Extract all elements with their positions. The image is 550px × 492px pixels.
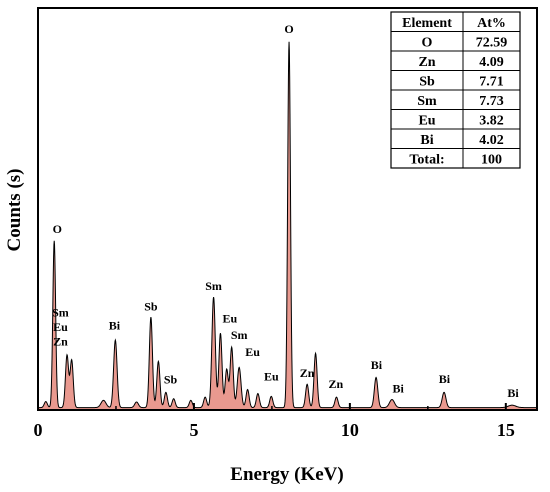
x-tick-label: 15 — [497, 420, 515, 440]
peak-label: Sb — [144, 299, 158, 313]
peak-label: Sm — [231, 328, 248, 342]
x-tick-label: 5 — [189, 420, 198, 440]
peak-label: Sb — [164, 372, 178, 386]
table-cell-atpct: 7.71 — [479, 74, 504, 89]
peak-label: O — [53, 222, 62, 236]
peak-label: Sm — [52, 306, 69, 320]
table-cell-atpct: 72.59 — [476, 35, 508, 50]
table-cell-element: Bi — [420, 133, 433, 148]
y-axis-title: Counts (s) — [4, 169, 25, 252]
peak-label: Sm — [205, 279, 222, 293]
composition-table: Element At% O 72.59 Zn 4.09 Sb 7.71 Sm 7.73 Eu 3.82… — [390, 11, 521, 169]
spectrum-line — [38, 41, 537, 409]
peak-label: Eu — [245, 345, 260, 359]
peak-label: Zn — [53, 335, 68, 349]
peak-label: Eu — [222, 311, 237, 325]
plot-frame — [37, 7, 538, 411]
table-cell-atpct: 7.73 — [479, 94, 504, 109]
peak-label: O — [284, 22, 293, 36]
peak-label: Bi — [439, 372, 451, 386]
x-tick-label: 0 — [34, 420, 43, 440]
table-cell-element: O — [422, 35, 433, 50]
peak-label: Bi — [393, 381, 405, 395]
table-header-element: Element — [402, 16, 452, 31]
peak-label: Bi — [109, 319, 121, 333]
x-tick-label: 10 — [341, 420, 359, 440]
table-cell-atpct: 3.82 — [479, 113, 504, 128]
table-cell-element: Eu — [418, 113, 435, 128]
peak-label: Bi — [507, 386, 519, 400]
peak-label: Zn — [300, 366, 315, 380]
table-cell-atpct: 100 — [481, 152, 502, 167]
table-cell-element: Zn — [418, 55, 435, 70]
table-cell-element: Total: — [409, 152, 444, 167]
peak-label: Eu — [264, 369, 279, 383]
peak-label: Bi — [371, 358, 383, 372]
table-cell-atpct: 4.02 — [479, 133, 504, 148]
table-cell-element: Sm — [417, 94, 437, 109]
peak-label: Eu — [53, 320, 68, 334]
table-cell-element: Sb — [419, 74, 435, 89]
table-cell-atpct: 4.09 — [479, 55, 504, 70]
peak-label: Zn — [328, 377, 343, 391]
table-header-atpct: At% — [477, 16, 506, 31]
x-axis-title: Energy (KeV) — [230, 464, 343, 485]
